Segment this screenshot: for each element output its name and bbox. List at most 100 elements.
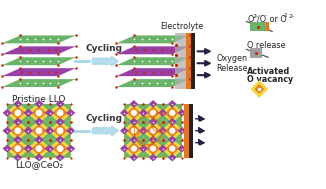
Polygon shape (158, 127, 167, 135)
Text: /O: /O (257, 15, 266, 24)
Text: Electrolyte: Electrolyte (161, 22, 204, 31)
Polygon shape (24, 109, 33, 117)
Polygon shape (28, 132, 37, 140)
Circle shape (169, 110, 175, 116)
Polygon shape (7, 104, 16, 112)
Polygon shape (158, 127, 167, 135)
Polygon shape (28, 114, 37, 122)
Circle shape (36, 127, 42, 134)
Polygon shape (130, 154, 138, 161)
Polygon shape (3, 145, 12, 153)
Polygon shape (130, 136, 138, 144)
Polygon shape (52, 124, 68, 137)
Polygon shape (13, 118, 22, 126)
Polygon shape (124, 122, 132, 129)
Polygon shape (135, 140, 143, 147)
Polygon shape (130, 100, 138, 108)
Text: or O: or O (267, 15, 287, 24)
Polygon shape (135, 122, 143, 129)
Polygon shape (52, 142, 68, 155)
Polygon shape (20, 150, 28, 158)
Circle shape (14, 127, 21, 134)
Polygon shape (10, 142, 25, 155)
Polygon shape (55, 136, 65, 144)
Polygon shape (174, 122, 182, 129)
Polygon shape (163, 104, 171, 112)
Polygon shape (135, 104, 143, 112)
Polygon shape (139, 109, 148, 117)
Polygon shape (31, 106, 47, 119)
Polygon shape (50, 104, 58, 112)
Circle shape (131, 110, 137, 116)
Polygon shape (45, 109, 54, 117)
Polygon shape (34, 136, 44, 144)
Polygon shape (127, 142, 141, 155)
Polygon shape (143, 122, 152, 129)
Text: O release: O release (247, 41, 286, 50)
Polygon shape (28, 140, 37, 147)
Polygon shape (139, 127, 148, 135)
Polygon shape (139, 127, 148, 135)
Polygon shape (163, 132, 171, 140)
Polygon shape (13, 118, 22, 126)
Text: O vacancy: O vacancy (247, 75, 294, 84)
Polygon shape (34, 100, 44, 108)
Polygon shape (34, 136, 44, 144)
Polygon shape (55, 100, 65, 108)
Bar (186, 33, 191, 89)
Polygon shape (13, 100, 22, 108)
Polygon shape (130, 118, 138, 126)
Polygon shape (149, 136, 157, 144)
Polygon shape (2, 35, 76, 43)
Polygon shape (50, 122, 58, 129)
Polygon shape (10, 124, 25, 137)
Polygon shape (10, 106, 25, 119)
Polygon shape (143, 132, 152, 140)
Circle shape (169, 128, 175, 134)
Polygon shape (163, 114, 171, 122)
Polygon shape (139, 109, 148, 117)
Polygon shape (62, 122, 71, 129)
Polygon shape (174, 104, 182, 112)
Polygon shape (168, 100, 176, 108)
Polygon shape (163, 150, 171, 158)
Polygon shape (62, 132, 71, 140)
Polygon shape (7, 150, 16, 158)
Polygon shape (120, 145, 128, 153)
Polygon shape (143, 114, 152, 122)
Polygon shape (50, 114, 58, 122)
Polygon shape (2, 79, 76, 87)
Polygon shape (149, 136, 157, 144)
Circle shape (131, 146, 137, 152)
Polygon shape (34, 118, 44, 126)
Text: Pristine LLO: Pristine LLO (12, 95, 66, 104)
Circle shape (150, 110, 156, 116)
Polygon shape (178, 127, 186, 135)
Polygon shape (41, 140, 50, 147)
Text: 2: 2 (284, 13, 288, 18)
Polygon shape (45, 145, 54, 153)
Bar (175, 33, 186, 89)
Circle shape (150, 146, 156, 152)
Polygon shape (116, 79, 190, 87)
Polygon shape (168, 118, 176, 126)
Polygon shape (124, 150, 132, 158)
Polygon shape (7, 140, 16, 147)
Circle shape (14, 145, 21, 152)
Polygon shape (155, 104, 163, 112)
Polygon shape (41, 150, 50, 158)
Polygon shape (165, 106, 179, 119)
Polygon shape (168, 118, 176, 126)
Polygon shape (28, 104, 37, 112)
Polygon shape (146, 142, 160, 155)
Polygon shape (120, 127, 128, 135)
Polygon shape (139, 145, 148, 153)
Polygon shape (127, 124, 141, 137)
Polygon shape (124, 140, 132, 147)
Polygon shape (149, 118, 157, 126)
Polygon shape (158, 109, 167, 117)
Bar (266, 22, 269, 31)
Text: Cycling: Cycling (86, 44, 123, 53)
Polygon shape (165, 142, 179, 155)
Polygon shape (120, 109, 128, 117)
